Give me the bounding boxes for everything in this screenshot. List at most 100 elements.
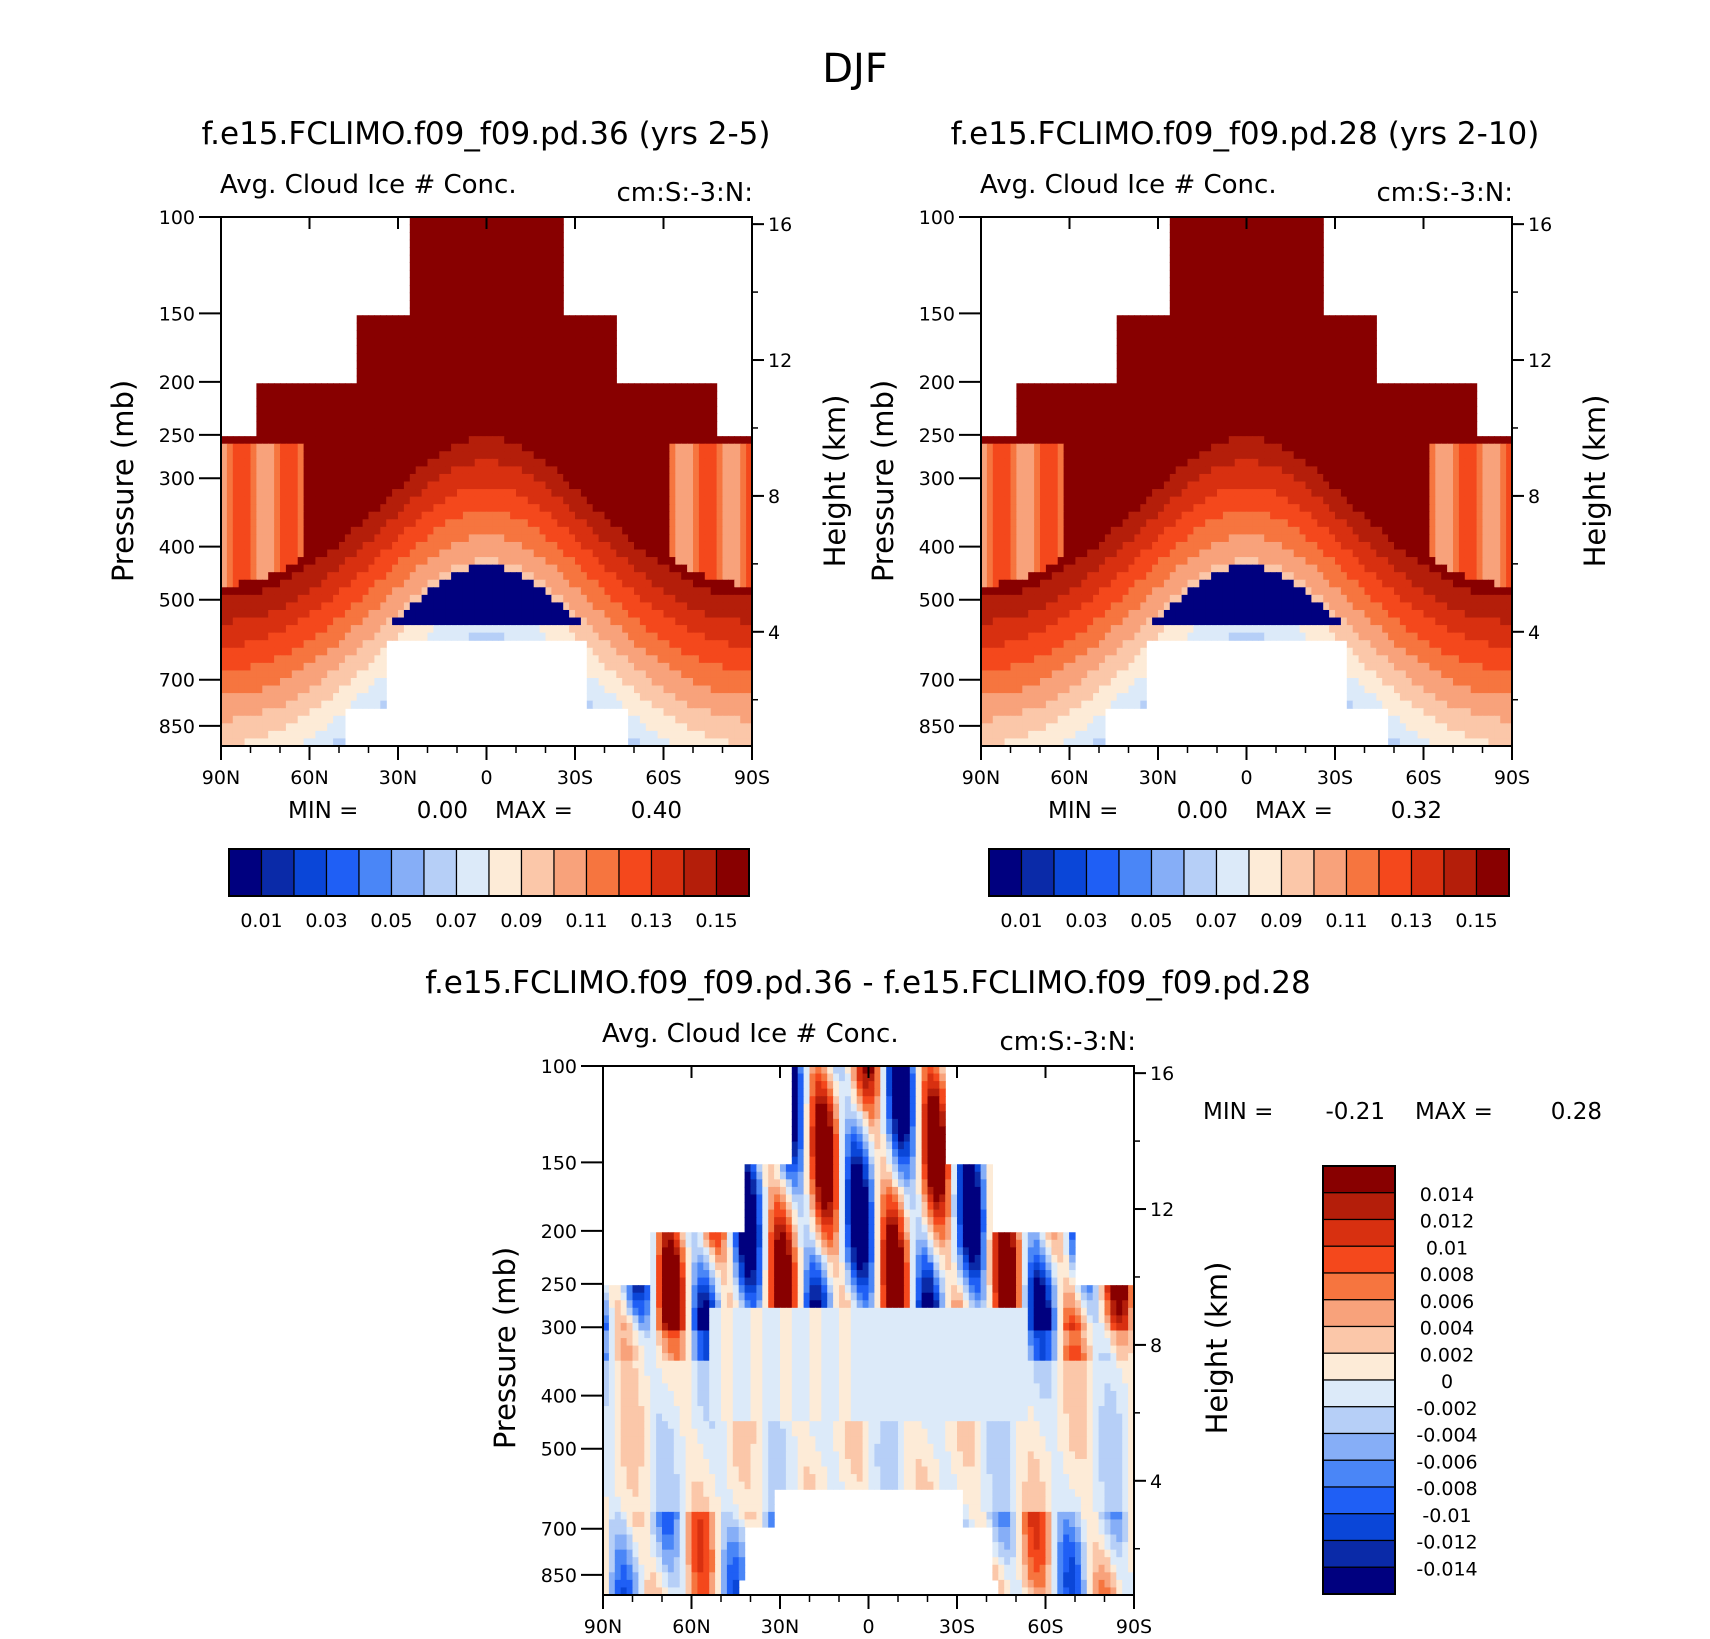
contour-cell bbox=[238, 647, 246, 656]
contour-cell bbox=[710, 602, 718, 611]
contour-cell bbox=[746, 557, 752, 566]
contour-cell bbox=[557, 307, 564, 316]
contour-cell bbox=[480, 277, 488, 286]
contour-cell bbox=[675, 504, 682, 513]
contour-cell bbox=[468, 458, 476, 467]
contour-cell bbox=[728, 549, 735, 558]
contour-cell bbox=[457, 247, 464, 256]
contour-cell bbox=[675, 526, 682, 535]
contour-cell bbox=[398, 557, 405, 566]
contour-cell bbox=[468, 269, 476, 279]
contour-cell bbox=[303, 466, 311, 475]
contour-cell bbox=[486, 322, 493, 331]
contour-cell bbox=[1175, 307, 1183, 316]
contour-cell bbox=[575, 436, 582, 445]
contour-cell bbox=[592, 572, 600, 581]
contour-cell bbox=[327, 662, 334, 672]
contour-cell bbox=[516, 594, 523, 604]
contour-cell bbox=[533, 609, 541, 619]
contour-cell bbox=[327, 541, 334, 551]
contour-cell bbox=[398, 413, 405, 422]
contour-cell bbox=[451, 458, 458, 467]
contour-cell bbox=[657, 572, 665, 581]
contour-cell bbox=[445, 239, 452, 248]
contour-cell bbox=[468, 345, 476, 354]
contour-cell bbox=[1281, 232, 1289, 241]
contour-cell bbox=[468, 307, 476, 316]
contour-cell bbox=[580, 602, 588, 611]
contour-cell bbox=[427, 594, 434, 604]
contour-cell bbox=[321, 443, 328, 452]
contour-cell bbox=[710, 700, 718, 709]
contour-cell bbox=[344, 677, 352, 687]
contour-cell bbox=[333, 549, 340, 558]
contour-cell bbox=[374, 504, 381, 513]
contour-cell bbox=[510, 368, 517, 377]
contour-cell bbox=[480, 262, 488, 271]
contour-cell bbox=[468, 632, 476, 641]
contour-cell bbox=[704, 519, 712, 528]
contour-cell bbox=[409, 285, 417, 294]
contour-cell bbox=[445, 292, 452, 301]
contour-cell bbox=[262, 602, 269, 611]
contour-cell bbox=[262, 647, 269, 656]
contour-cell bbox=[350, 473, 358, 483]
contour-cell bbox=[545, 337, 552, 347]
contour-cell bbox=[280, 572, 287, 581]
contour-cell bbox=[710, 413, 718, 422]
contour-cell bbox=[569, 390, 576, 399]
contour-cell bbox=[221, 458, 228, 467]
contour-cell bbox=[439, 405, 446, 415]
contour-cell bbox=[675, 670, 682, 679]
contour-cell bbox=[1181, 269, 1189, 279]
contour-cell bbox=[445, 526, 452, 535]
contour-cell bbox=[651, 730, 659, 740]
contour-cell bbox=[297, 383, 305, 392]
contour-cell bbox=[498, 496, 505, 505]
contour-cell bbox=[291, 655, 299, 664]
contour-cell bbox=[521, 496, 529, 505]
contour-cell bbox=[746, 693, 752, 702]
contour-cell bbox=[510, 451, 517, 460]
contour-cell bbox=[580, 572, 588, 581]
contour-cell bbox=[403, 541, 411, 551]
contour-cell bbox=[569, 579, 576, 588]
contour-cell bbox=[445, 262, 452, 271]
contour-cell bbox=[651, 481, 659, 490]
contour-cell bbox=[516, 375, 523, 384]
contour-cell bbox=[693, 655, 700, 664]
contour-cell bbox=[403, 375, 411, 384]
contour-cell bbox=[362, 587, 370, 596]
contour-cell bbox=[244, 572, 252, 581]
contour-cell bbox=[592, 647, 600, 656]
contour-cell bbox=[238, 436, 246, 445]
contour-cell bbox=[462, 541, 470, 551]
contour-cell bbox=[486, 262, 493, 271]
contour-cell bbox=[728, 730, 735, 740]
contour-cell bbox=[439, 269, 446, 279]
contour-cell bbox=[527, 337, 535, 347]
contour-cell bbox=[321, 405, 328, 415]
contour-cell bbox=[415, 300, 423, 309]
contour-cell bbox=[380, 443, 387, 452]
contour-cell bbox=[250, 700, 257, 709]
contour-cell bbox=[1175, 300, 1183, 309]
contour-cell bbox=[539, 587, 547, 596]
contour-cell bbox=[598, 315, 606, 324]
contour-cell bbox=[268, 541, 275, 551]
contour-cell bbox=[427, 504, 434, 513]
contour-cell bbox=[480, 217, 488, 226]
contour-cell bbox=[244, 564, 252, 573]
contour-cell bbox=[427, 224, 434, 233]
contour-cell bbox=[492, 421, 499, 430]
contour-cell bbox=[645, 572, 653, 581]
contour-cell bbox=[474, 224, 482, 233]
contour-cell bbox=[415, 519, 423, 528]
contour-cell bbox=[274, 670, 281, 679]
contour-cell bbox=[344, 436, 352, 445]
contour-cell bbox=[374, 564, 381, 573]
contour-cell bbox=[604, 383, 611, 392]
contour-cell bbox=[368, 443, 375, 452]
contour-cell bbox=[687, 708, 694, 717]
contour-cell bbox=[539, 383, 547, 392]
